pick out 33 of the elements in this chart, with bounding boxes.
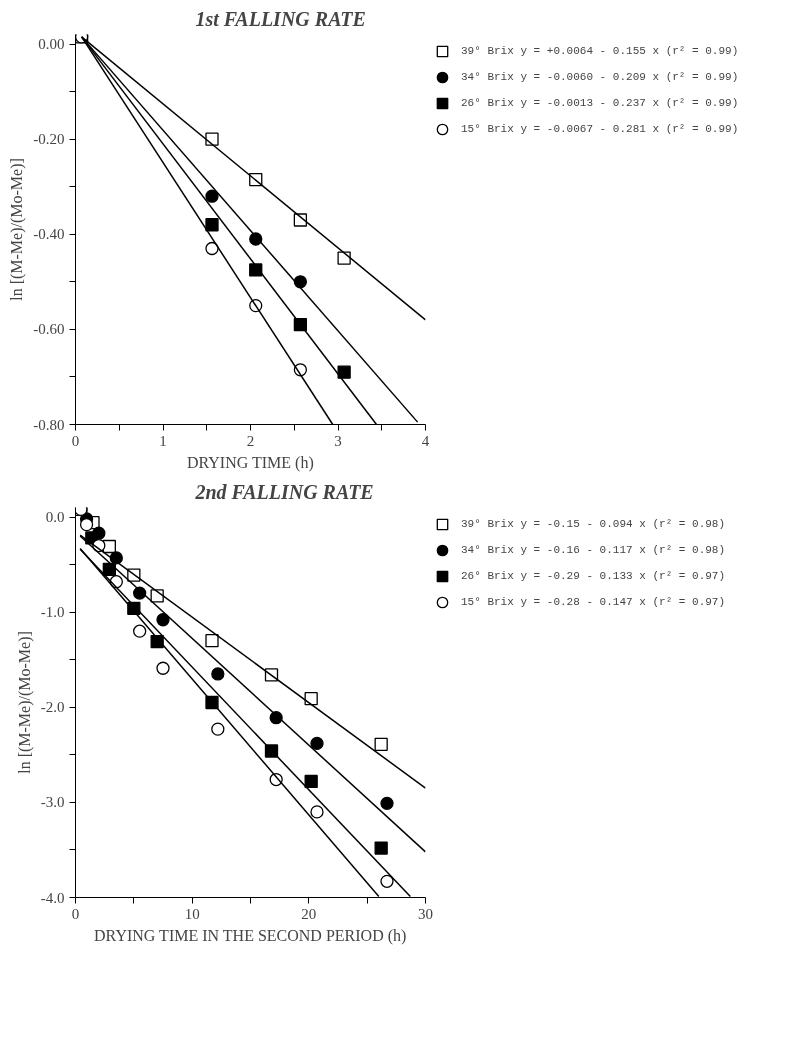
x-tick-label: 30 (418, 905, 433, 922)
legend-label: 34° Brix y = -0.16 - 0.117 x (r² = 0.98) (461, 544, 726, 556)
y-tick-label: -4.0 (40, 889, 65, 906)
legend-label: 15° Brix y = -0.0067 - 0.281 x (r² = 0.99) (461, 123, 739, 135)
y-tick-label: -1.0 (40, 604, 65, 621)
y-axis-title: ln [(M-Me)/(Mo-Me)] (8, 158, 27, 301)
y-tick-label: -2.0 (40, 699, 65, 716)
y-tick-label: -0.80 (33, 416, 65, 433)
x-tick-label: 2 (246, 432, 255, 449)
x-tick-label: 20 (301, 905, 317, 922)
y-tick-label: -3.0 (40, 794, 65, 811)
legend-label: 34° Brix y = -0.0060 - 0.209 x (r² = 0.99) (461, 71, 739, 83)
x-axis-title: DRYING TIME (h) (186, 453, 314, 472)
legend-label: 15° Brix y = -0.28 - 0.147 x (r² = 0.97) (461, 596, 726, 608)
legend-label: 26° Brix y = -0.29 - 0.133 x (r² = 0.97) (461, 570, 726, 582)
x-tick-label: 10 (184, 905, 200, 922)
y-tick-label: -0.60 (33, 321, 65, 338)
x-tick-label: 0 (71, 432, 80, 449)
legend-label: 39° Brix y = -0.15 - 0.094 x (r² = 0.98) (461, 518, 726, 530)
x-tick-label: 4 (421, 432, 430, 449)
legend-label: 39° Brix y = +0.0064 - 0.155 x (r² = 0.99) (461, 45, 739, 57)
y-axis-title: ln [(M-Me)/(Mo-Me)] (15, 631, 34, 774)
chart-title: 1st FALLING RATE (195, 7, 366, 30)
y-tick-label: -0.40 (33, 226, 65, 243)
x-tick-label: 3 (334, 432, 342, 449)
y-tick-label: -0.20 (33, 131, 65, 148)
y-tick-label: 0.0 (45, 509, 65, 526)
y-tick-label: 0.00 (38, 36, 65, 53)
x-axis-title: DRYING TIME IN THE SECOND PERIOD (h) (94, 926, 407, 945)
x-tick-label: 1 (159, 432, 167, 449)
chart-title: 2nd FALLING RATE (194, 480, 374, 503)
x-tick-label: 0 (71, 905, 80, 922)
legend-label: 26° Brix y = -0.0013 - 0.237 x (r² = 0.99) (461, 97, 739, 109)
